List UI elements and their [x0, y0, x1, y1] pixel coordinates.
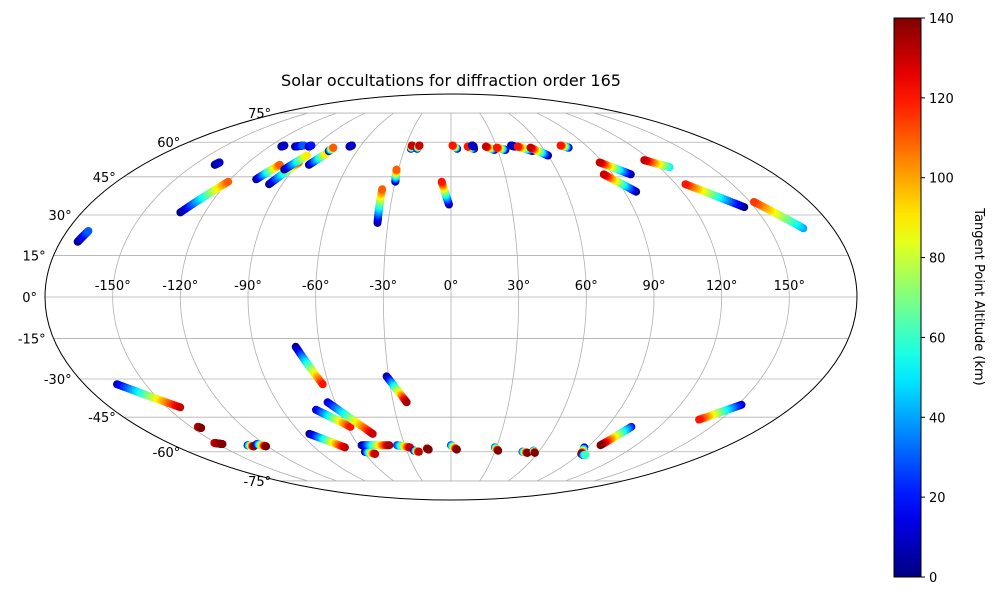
occultation-point [218, 440, 227, 449]
y-tick-label: 0° [22, 291, 37, 306]
occultation-point [280, 141, 289, 150]
x-tick-label: 0° [444, 279, 459, 294]
colorbar-label: Tangent Point Altitude (km) [971, 207, 986, 385]
occultation-point [681, 180, 690, 189]
occultation-point [340, 443, 349, 452]
occultation-point [581, 450, 590, 459]
colorbar-tick-label: 20 [929, 491, 946, 506]
x-tick-label: -150° [95, 279, 131, 294]
x-tick-label: -90° [234, 279, 262, 294]
map-outline [44, 93, 858, 501]
y-tick-label: 15° [23, 249, 46, 264]
colorbar [893, 17, 922, 578]
occultation-point [262, 442, 271, 451]
occultation-point [368, 429, 377, 438]
occultation-point [84, 226, 93, 235]
occultation-point [378, 185, 387, 194]
occultation-point [640, 156, 649, 165]
occultation-point [481, 142, 490, 151]
y-tick-label: 60° [157, 136, 180, 151]
x-tick-label: 150° [774, 279, 805, 294]
occultation-point [599, 170, 608, 179]
meridian-line [179, 112, 337, 482]
y-tick-label: -30° [44, 373, 72, 388]
occultation-point [402, 398, 411, 407]
x-tick-label: 90° [642, 279, 665, 294]
occultation-point [307, 141, 316, 150]
occultation-point [448, 141, 457, 150]
meridian-line [479, 112, 520, 482]
occultation-point [329, 143, 338, 152]
y-tick-label: 45° [93, 171, 116, 186]
occultation-point [452, 445, 461, 454]
occultation-point [513, 142, 522, 151]
meridian-line [382, 112, 423, 482]
occultation-point [437, 177, 446, 186]
graticule [45, 112, 857, 482]
colorbar-ticks: 0 20 40 60 80 100 120 140 [921, 12, 954, 586]
colorbar-tick-label: 0 [929, 571, 937, 586]
y-tick-label: -15° [18, 333, 46, 348]
x-tick-label: 30° [507, 279, 530, 294]
x-tick-label: 120° [706, 279, 737, 294]
data-tracks [73, 141, 808, 459]
occultation-point [556, 141, 565, 150]
colorbar-tick-label: 140 [929, 12, 954, 27]
y-tick-label: -45° [88, 411, 116, 426]
x-tick-label: -30° [369, 279, 397, 294]
occultation-point [596, 441, 605, 450]
y-tick-labels: -75° -60° -45° -30° -15° 0° 15° 30° 45° 60° 75° [18, 107, 271, 490]
occultation-point [371, 449, 380, 458]
occultation-point [215, 158, 224, 167]
colorbar-tick-label: 40 [929, 411, 946, 426]
occultation-point [318, 380, 327, 389]
meridian-line [594, 112, 790, 482]
meridian-line [508, 112, 587, 482]
occultation-point [424, 445, 433, 454]
occultation-point [347, 141, 356, 150]
y-tick-label: -75° [243, 475, 271, 490]
colorbar-tick-label: 80 [929, 252, 946, 267]
y-tick-label: 30° [49, 209, 72, 224]
occultation-point [695, 415, 704, 424]
occultation-point [492, 143, 501, 152]
occultation-point [385, 441, 394, 450]
x-tick-label: -60° [302, 279, 330, 294]
occultation-point [414, 447, 423, 456]
chart-title: Solar occultations for diffraction order… [281, 71, 621, 90]
occultation-point [494, 446, 503, 455]
y-tick-label: 75° [248, 107, 271, 122]
occultation-point [392, 165, 401, 174]
x-tick-label: 60° [575, 279, 598, 294]
x-tick-label: -120° [162, 279, 198, 294]
occultation-point [530, 448, 539, 457]
occultation-point [176, 403, 185, 412]
occultation-point [303, 151, 312, 160]
colorbar-tick-label: 120 [929, 92, 954, 107]
occultation-point [526, 143, 535, 152]
occultation-point [595, 158, 604, 167]
colorbar-tick-label: 60 [929, 331, 946, 346]
colorbar-tick-label: 100 [929, 172, 954, 187]
occultation-point [197, 424, 206, 432]
occultation-point [749, 197, 758, 206]
y-tick-label: -60° [153, 446, 181, 461]
occultation-point [507, 141, 516, 150]
occultation-point [346, 422, 355, 431]
meridian-line [112, 112, 308, 482]
x-tick-labels: -150° -120° -90° -60° -30° 0° 30° 60° 90° 120° 150… [95, 279, 805, 294]
occultation-point [415, 141, 424, 150]
occultation-point [224, 177, 233, 186]
occultation-point [468, 141, 477, 150]
